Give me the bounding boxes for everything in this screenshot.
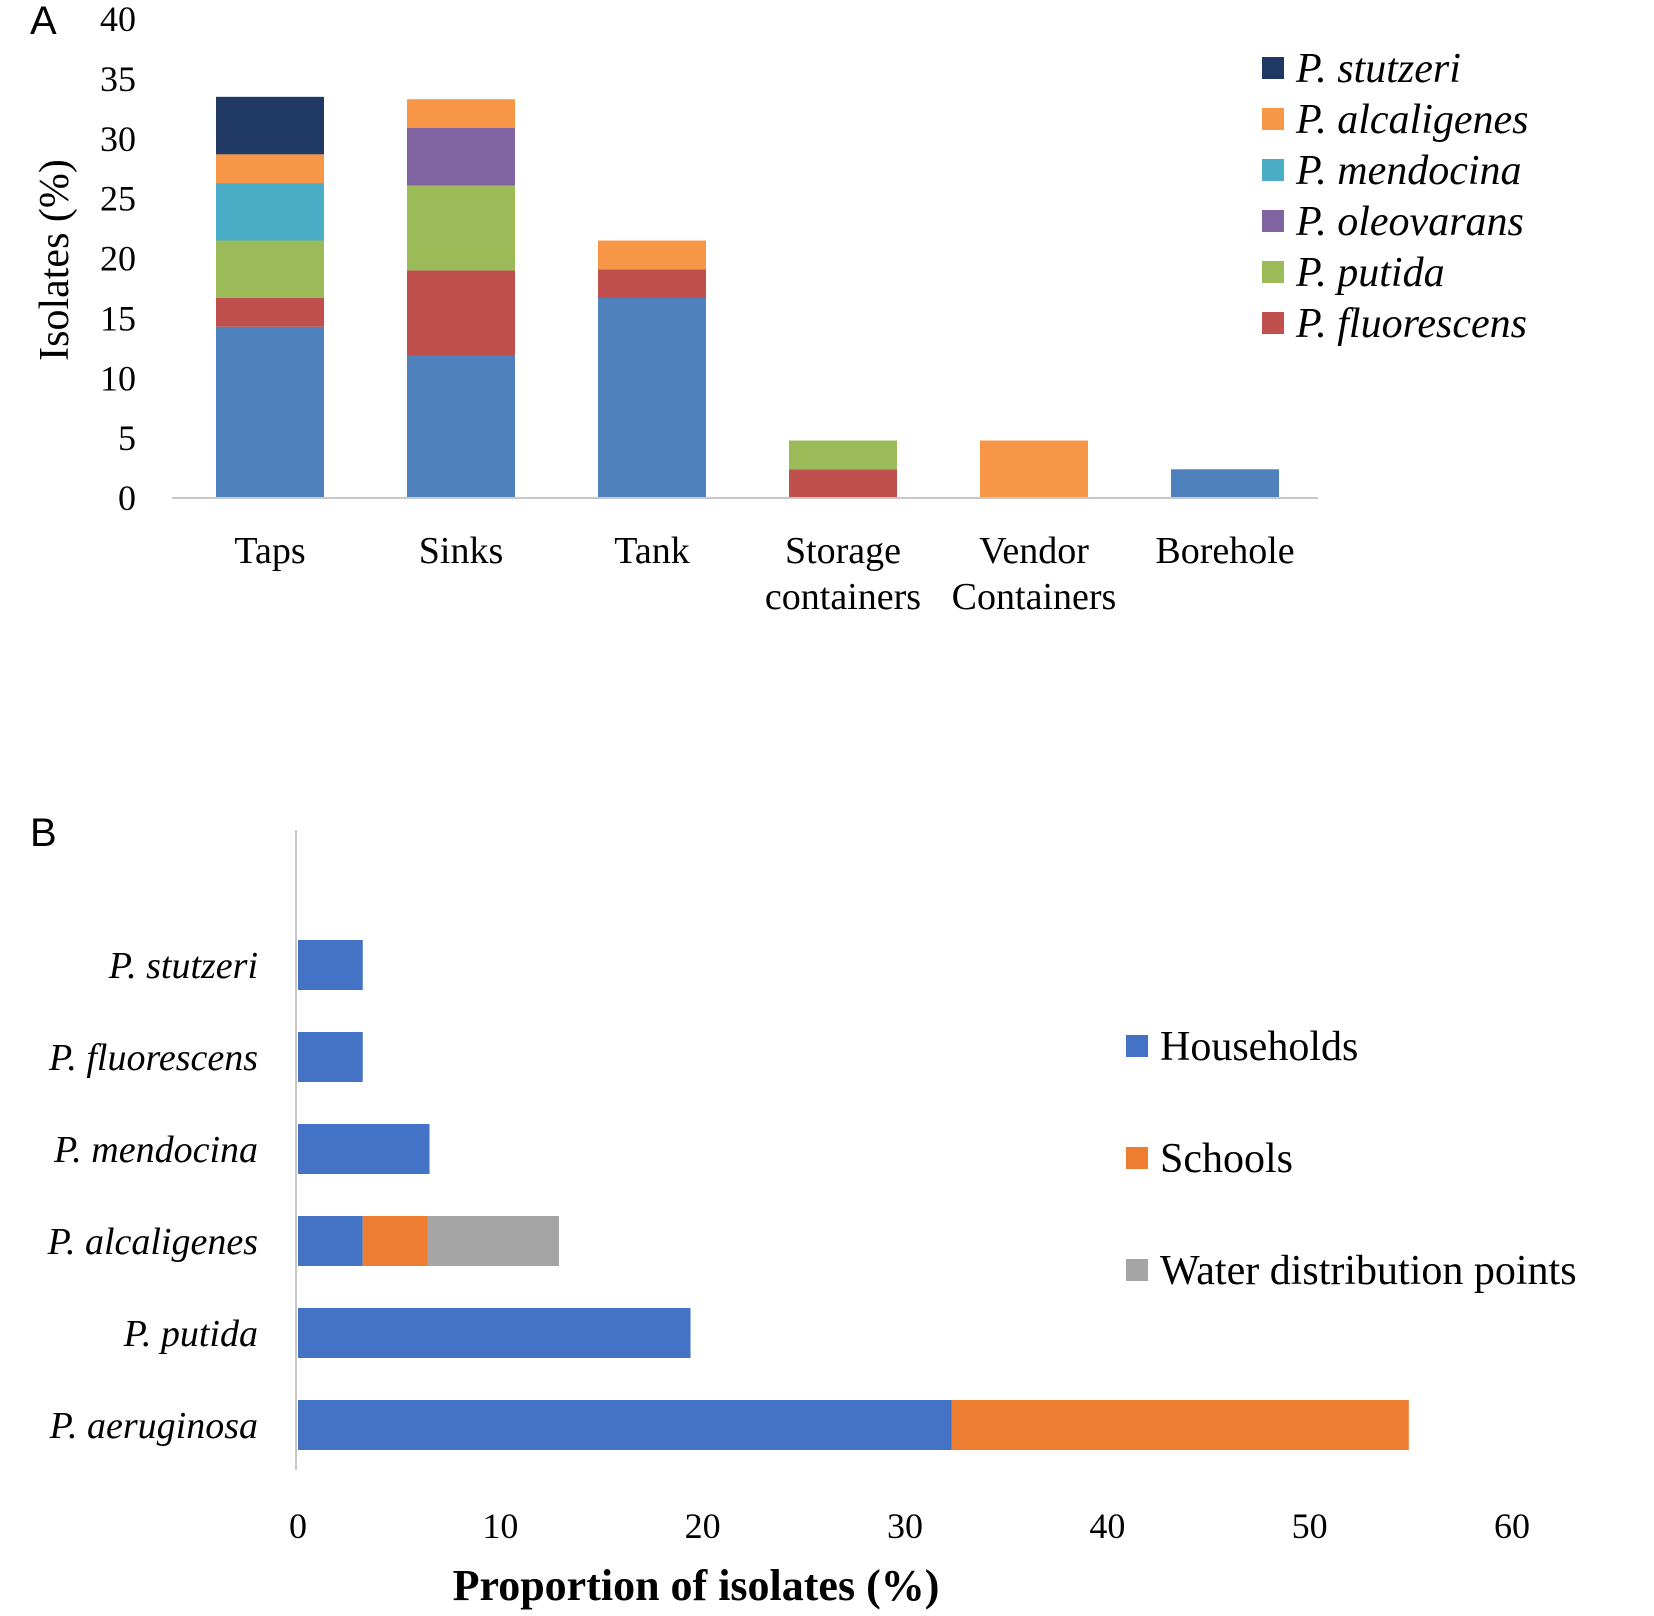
panel-a-bar-vendor-containers-p-alcaligenes [980,440,1088,498]
panel-a-y-tick-10: 10 [100,358,136,398]
panel-a-bar-storage-containers-p-putida [789,440,897,470]
panel-a-bar-sinks-p-oleovarans [407,127,515,186]
panel-a-legend-label-p-fluorescens: P. fluorescens [1295,301,1527,347]
panel-a-legend-swatch-p-mendocina [1262,159,1284,181]
panel-a-bar-sinks-p-alcaligenes [407,99,515,128]
panel-a-y-tick-40: 40 [100,0,136,39]
panel-a-category-vendor-containers-line-1: Vendor [979,530,1089,572]
panel-a-y-ticks: 0 5 10 15 20 25 30 35 40 [100,0,136,518]
panel-b-category-p-putida: P. putida [123,1313,258,1355]
panel-a-y-tick-35: 35 [100,59,136,99]
panel-b-bar-p-mendocina-households [298,1124,430,1174]
panel-a-y-tick-25: 25 [100,179,136,219]
panel-b-category-p-alcaligenes: P. alcaligenes [47,1221,258,1263]
panel-b-category-p-fluorescens: P. fluorescens [48,1037,258,1079]
panel-a-category-vendor-containers-line-2: Containers [952,576,1117,618]
panel-a-category-storage-containers-line-1: Storage [785,530,901,572]
panel-a-bar-tank-p-alcaligenes [598,240,706,270]
panel-b-x-tick-40: 40 [1089,1506,1125,1546]
panel-b-bar-p-alcaligenes-households [298,1216,363,1266]
panel-b-x-tick-10: 10 [482,1506,518,1546]
panel-b-label: B [30,811,57,855]
panel-b-legend-swatch-water-distribution-points [1126,1259,1148,1281]
panel-a-legend-label-p-stutzeri: P. stutzeri [1295,46,1461,92]
panel-b-category-p-mendocina: P. mendocina [53,1129,258,1171]
panel-a-legend-label-p-mendocina: P. mendocina [1295,148,1522,194]
panel-b-legend-label-households: Households [1160,1024,1358,1070]
panel-b-x-tick-30: 30 [887,1506,923,1546]
panel-b-legend: Households Schools Water distribution poin… [1126,1024,1577,1294]
panel-a-label: A [30,0,57,43]
panel-a-bar-taps-p-fluorescens [216,298,324,327]
panel-a-bar-borehole-series-0 [1171,469,1279,498]
panel-b-x-tick-50: 50 [1292,1506,1328,1546]
panel-a-y-tick-15: 15 [100,298,136,338]
panel-b-legend-label-schools: Schools [1160,1136,1293,1182]
panel-a-chart: A Isolates (%) 0 5 10 15 20 25 30 35 40 Taps Sink… [30,0,1529,618]
panel-a-category-tank: Tank [614,530,689,572]
panel-b-bar-p-stutzeri-households [298,940,363,990]
panel-b-legend-swatch-schools [1126,1147,1148,1169]
panel-b-bar-p-putida-households [298,1308,691,1358]
panel-a-legend-swatch-p-fluorescens [1262,312,1284,334]
panel-a-bars [216,96,1279,498]
panel-b-x-ticks: 0 10 20 30 40 50 60 [289,1506,1530,1546]
panel-a-bar-sinks-series-0 [407,355,515,498]
panel-b-bar-p-fluorescens-households [298,1032,363,1082]
panel-a-legend-label-p-oleovarans: P. oleovarans [1295,199,1524,245]
panel-a-legend-swatch-p-oleovarans [1262,210,1284,232]
panel-b-legend-label-water-distribution-points: Water distribution points [1160,1248,1577,1294]
panel-a-category-borehole: Borehole [1155,530,1294,572]
panel-a-bar-taps-series-0 [216,326,324,498]
panel-a-bar-taps-p-stutzeri [216,96,324,155]
panel-a-legend-swatch-p-stutzeri [1262,57,1284,79]
panel-b-bars [298,940,1409,1450]
panel-b-x-tick-60: 60 [1494,1506,1530,1546]
panel-b-bar-p-aeruginosa-households [298,1400,952,1450]
panel-a-bar-taps-p-alcaligenes [216,154,324,184]
panel-b-bar-p-aeruginosa-schools [951,1400,1409,1450]
panel-a-legend-label-p-alcaligenes: P. alcaligenes [1295,97,1529,143]
panel-a-bar-taps-p-putida [216,240,324,299]
panel-b-category-p-stutzeri: P. stutzeri [108,945,258,987]
panel-b-x-axis-title: Proportion of isolates (%) [453,1561,940,1610]
panel-a-bar-sinks-p-fluorescens [407,270,515,356]
panel-a-bar-storage-containers-p-fluorescens [789,469,897,498]
panel-b-bar-p-alcaligenes-schools [362,1216,428,1266]
panel-a-y-tick-30: 30 [100,119,136,159]
panel-a-y-axis-title: Isolates (%) [32,159,78,361]
panel-b-x-tick-20: 20 [685,1506,721,1546]
panel-a-category-sinks: Sinks [419,530,503,572]
panel-a-legend: P. stutzeri P. alcaligenes P. mendocina P. … [1262,46,1529,347]
panel-b-category-p-aeruginosa: P. aeruginosa [49,1405,258,1447]
panel-a-y-tick-5: 5 [118,418,136,458]
panel-a-y-tick-0: 0 [118,478,136,518]
panel-a-category-storage-containers-line-2: containers [765,576,921,618]
panel-a-bar-tank-series-0 [598,298,706,498]
panel-b-category-labels: P. stutzeri P. fluorescens P. mendocina P. … [47,945,258,1447]
panel-a-legend-swatch-p-putida [1262,261,1284,283]
panel-a-legend-label-p-putida: P. putida [1295,250,1445,296]
panel-a-category-taps: Taps [234,530,305,572]
panel-a-legend-swatch-p-alcaligenes [1262,108,1284,130]
panel-b-bar-p-alcaligenes-water-distribution-points [427,1216,560,1266]
panel-a-bar-sinks-p-putida [407,185,515,271]
panel-b-x-tick-0: 0 [289,1506,307,1546]
panel-a-bar-tank-p-fluorescens [598,269,706,299]
panel-a-y-tick-20: 20 [100,239,136,279]
panel-a-bar-taps-p-mendocina [216,183,324,241]
panel-b-legend-swatch-households [1126,1035,1148,1057]
